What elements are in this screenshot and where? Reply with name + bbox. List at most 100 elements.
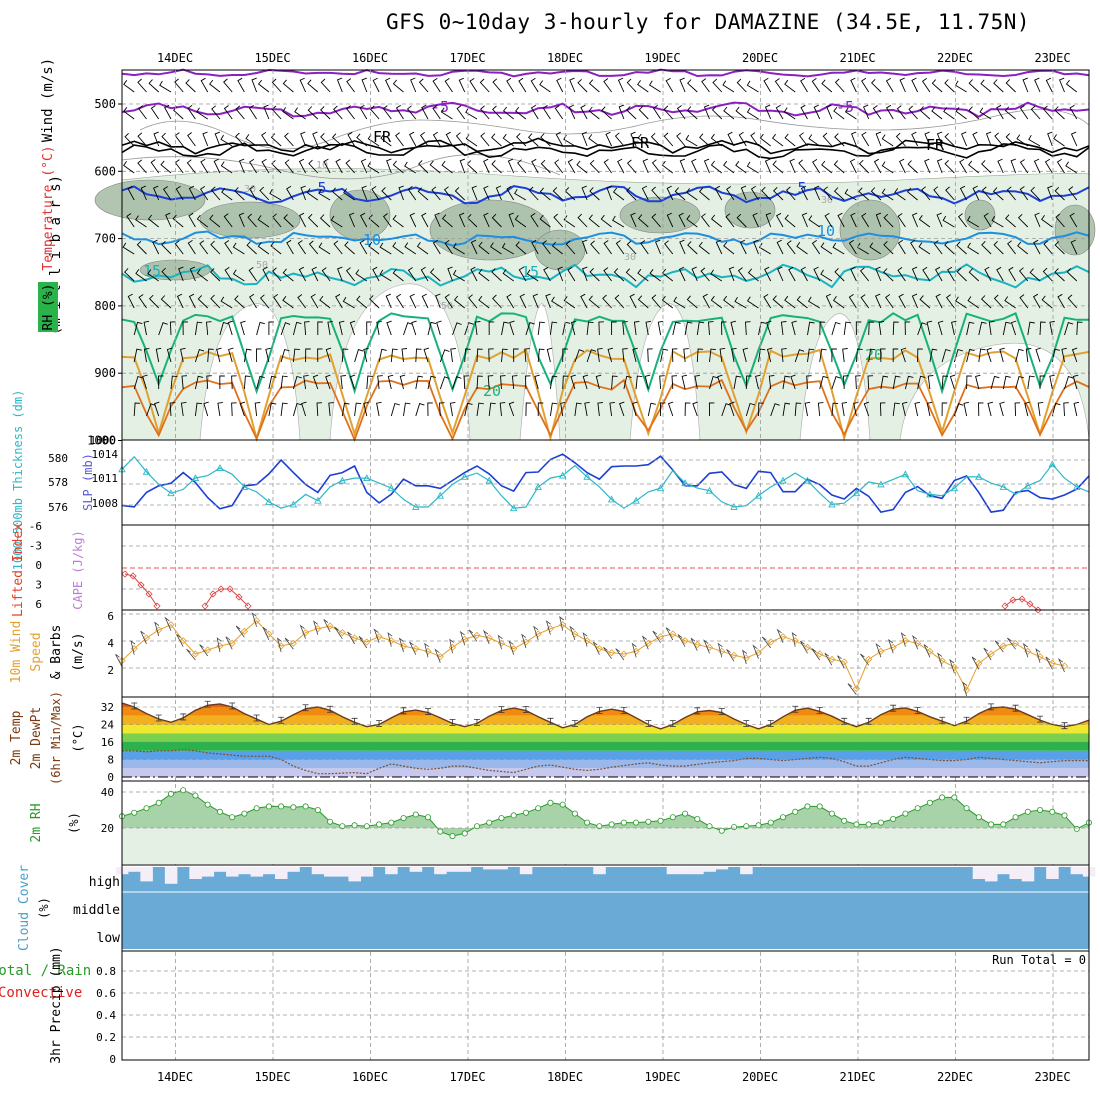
- surface-wind-barb: [615, 648, 625, 661]
- rh-marker: [645, 818, 652, 825]
- wind-barb: [338, 320, 345, 336]
- rh-marker: [706, 823, 713, 830]
- cloud-high-gap: [1070, 867, 1084, 875]
- wind-barb: [147, 269, 159, 282]
- rh-marker: [694, 816, 701, 823]
- wind-barb: [588, 295, 600, 309]
- minmax-errorbar: [302, 704, 309, 712]
- wind-barb: [411, 320, 417, 336]
- wind-barb: [659, 402, 666, 417]
- wind-barb: [861, 131, 870, 147]
- wind-barb: [491, 268, 502, 282]
- wind-barb: [519, 293, 527, 309]
- panel-frame: [121, 439, 1090, 526]
- wind-barb: [834, 133, 845, 147]
- wind-barb: [511, 375, 518, 390]
- rh-marker: [755, 822, 762, 829]
- temperature-contour: [121, 68, 1090, 78]
- contour-label: 50: [256, 260, 268, 271]
- wind-barb: [834, 267, 845, 282]
- wind-barb: [734, 296, 747, 309]
- wind-barb: [936, 158, 943, 174]
- wind-barb: [963, 401, 969, 417]
- surface-wind-barb: [176, 634, 184, 647]
- wind-barb: [369, 105, 380, 120]
- wind-barb: [155, 347, 162, 363]
- wind-barb: [466, 160, 478, 174]
- wind-barb: [588, 214, 600, 228]
- wind-barb: [896, 105, 906, 120]
- wind-barb: [897, 239, 906, 255]
- wind-barb: [931, 79, 943, 93]
- wind-barb: [813, 104, 821, 120]
- wind-barb: [223, 78, 233, 93]
- wind-barb: [959, 185, 967, 201]
- surface-wind-barb: [299, 624, 306, 639]
- rh-marker: [596, 823, 603, 830]
- wind-barb: [514, 215, 527, 228]
- cloud-high-gap: [128, 867, 141, 872]
- wind-barb: [883, 213, 894, 228]
- wind-speed-marker: [852, 685, 860, 693]
- wind-barb: [420, 266, 429, 282]
- rh-marker: [535, 805, 542, 812]
- rh-shade-dark: [534, 229, 586, 271]
- contour-label: 15: [521, 263, 539, 281]
- wind-barb: [723, 160, 735, 174]
- wind-barb: [1039, 375, 1046, 390]
- wind-barb: [418, 78, 429, 93]
- minmax-errorbar: [718, 708, 725, 715]
- contour-label: -5: [836, 98, 854, 116]
- wind-barb: [207, 348, 214, 363]
- wind-barb: [188, 293, 196, 309]
- wind-barb: [395, 132, 404, 147]
- wind-barb: [1015, 348, 1024, 363]
- minmax-errorbar: [376, 720, 383, 727]
- wind-barb: [968, 106, 980, 120]
- wind-speed-marker: [338, 629, 346, 637]
- wind-barb: [590, 240, 600, 255]
- surface-wind-barb: [582, 632, 588, 647]
- wind-barb: [736, 78, 747, 93]
- wind-barb: [531, 239, 539, 255]
- rh-marker: [853, 821, 860, 828]
- lifted-index-marker: [1001, 602, 1009, 610]
- wind-barb: [319, 214, 331, 228]
- rh-marker: [841, 817, 848, 824]
- wind-barb: [221, 187, 233, 201]
- wind-barb: [831, 321, 841, 336]
- wind-barb: [540, 159, 551, 174]
- wind-speed-marker: [681, 637, 689, 645]
- wind-barb: [784, 79, 796, 93]
- thickness-marker: [1048, 460, 1057, 468]
- surface-wind-barb: [776, 628, 784, 643]
- wind-barb: [406, 105, 417, 120]
- wind-barb: [148, 79, 160, 93]
- wind-barb: [906, 187, 918, 201]
- wind-barb: [443, 186, 453, 201]
- precip-tick-label: 0.6: [96, 987, 116, 1000]
- wind-barb: [911, 131, 919, 147]
- wind-barb: [959, 158, 967, 174]
- rh-marker: [951, 794, 958, 801]
- axis-label-cloud-unit: (%): [37, 897, 51, 919]
- wind-barb: [199, 240, 209, 255]
- wind-barb: [213, 158, 221, 174]
- wind-barb: [508, 212, 515, 228]
- cloud-high-gap: [1021, 867, 1035, 882]
- wind-barb: [997, 158, 1004, 174]
- wind-barb: [423, 347, 430, 363]
- wind-barb: [994, 132, 1004, 147]
- cloud-high-gap: [593, 867, 606, 875]
- day-label-top: 19DEC: [644, 51, 680, 65]
- wind-barb: [1047, 185, 1053, 201]
- wind-barb: [1069, 104, 1078, 120]
- lifted-index-marker: [1018, 595, 1026, 603]
- wind-barb: [686, 295, 698, 309]
- wind-barb: [722, 80, 735, 93]
- wind-barb: [911, 77, 919, 93]
- wind-barb: [672, 321, 681, 336]
- wind-barb: [615, 240, 625, 255]
- wind-barb: [777, 266, 784, 282]
